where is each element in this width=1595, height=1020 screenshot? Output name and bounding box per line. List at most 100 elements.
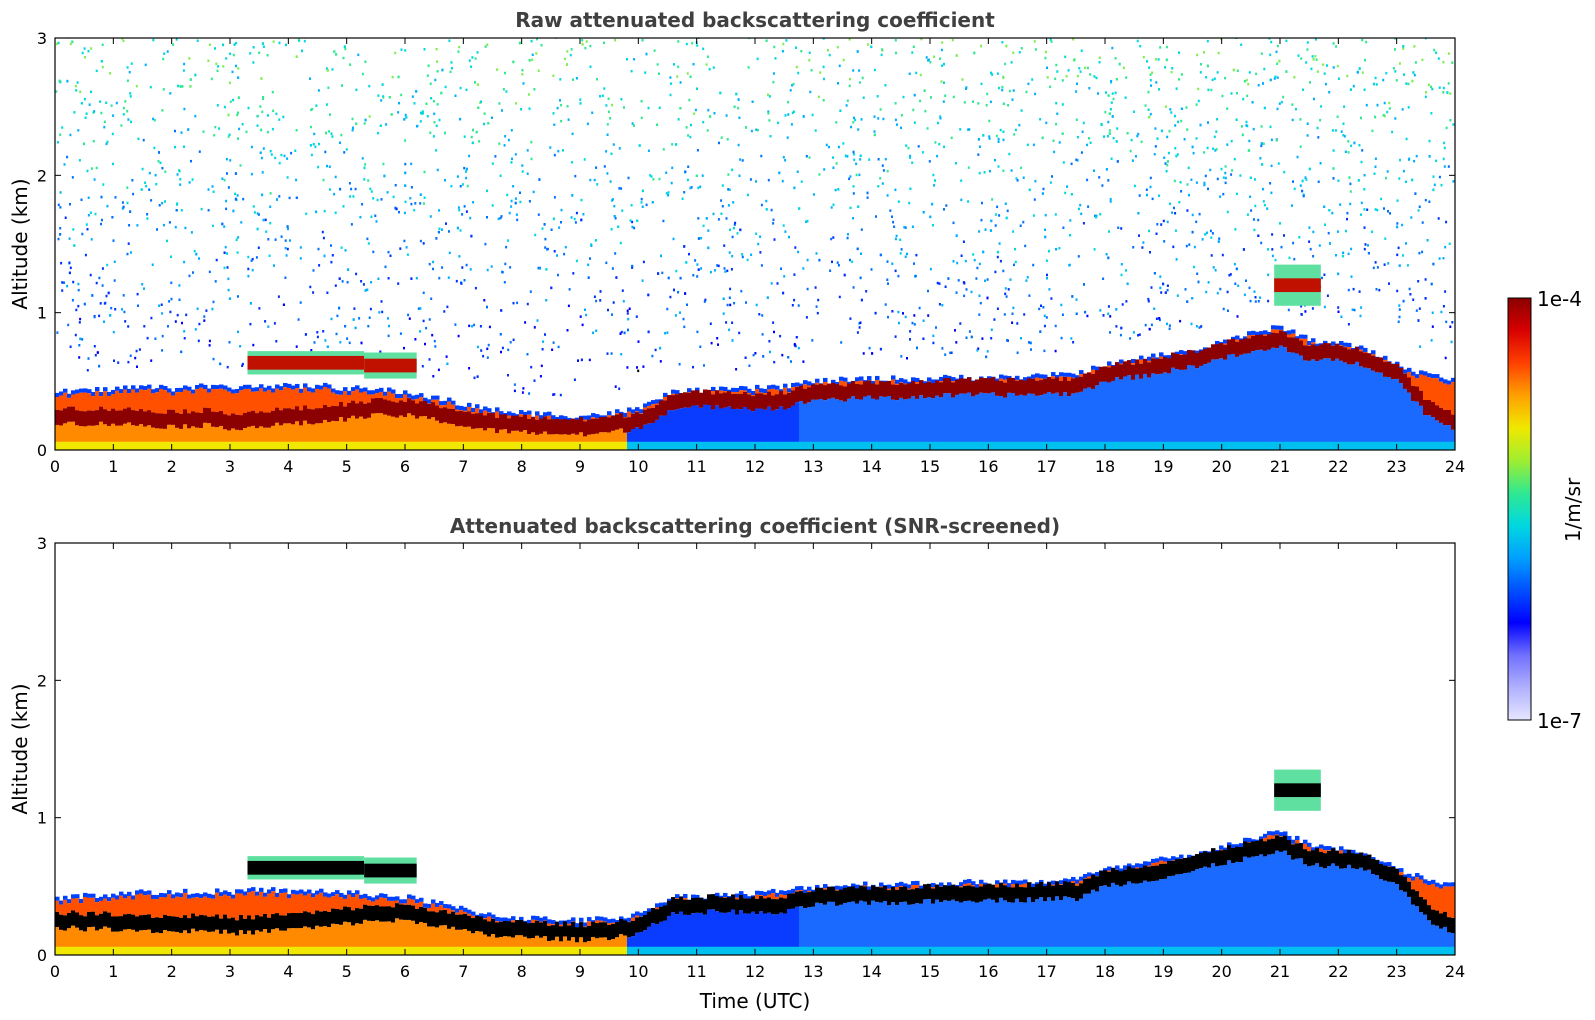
profile-column — [87, 389, 92, 450]
noise-pixel — [1329, 25, 1331, 28]
surface-layer — [1023, 441, 1028, 450]
noise-pixel — [1242, 248, 1245, 251]
noise-pixel — [932, 341, 935, 345]
noise-pixel — [1102, 314, 1105, 317]
noise-pixel — [1018, 123, 1021, 127]
noise-pixel — [422, 242, 425, 245]
noise-pixel — [130, 120, 132, 124]
noise-pixel — [709, 322, 712, 325]
profile-column — [435, 395, 440, 450]
noise-pixel — [1060, 26, 1062, 29]
noise-pixel — [1230, 139, 1233, 143]
noise-pixel — [984, 228, 987, 231]
noise-pixel — [154, 173, 157, 177]
layer-edge — [1147, 360, 1152, 363]
layer-edge — [647, 405, 652, 409]
peak-band — [1131, 364, 1136, 380]
noise-pixel — [1401, 108, 1404, 111]
noise-pixel — [678, 363, 681, 366]
noise-pixel — [1170, 70, 1173, 74]
noise-pixel — [560, 208, 563, 212]
layer-edge — [635, 407, 640, 412]
layer-edge — [415, 394, 420, 399]
peak-band — [175, 412, 180, 428]
layer-edge — [671, 389, 676, 394]
noise-pixel — [1222, 176, 1225, 179]
surface-layer — [447, 441, 452, 450]
noise-pixel — [1073, 58, 1076, 61]
noise-pixel — [760, 154, 763, 158]
peak-band — [1007, 377, 1012, 393]
profile-column — [427, 399, 432, 450]
noise-pixel — [758, 313, 761, 316]
noise-pixel — [943, 62, 945, 66]
profile-column — [135, 388, 140, 450]
layer-edge — [347, 394, 352, 403]
noise-pixel — [1226, 107, 1229, 110]
layer-edge — [615, 409, 620, 414]
surface-layer — [923, 441, 928, 450]
noise-pixel — [161, 349, 164, 352]
peak-band — [587, 419, 592, 435]
noise-pixel — [151, 18, 153, 21]
layer-edge — [899, 382, 904, 383]
noise-pixel — [1023, 313, 1026, 316]
noise-pixel — [359, 215, 362, 219]
noise-pixel — [490, 265, 493, 268]
noise-pixel — [1208, 20, 1210, 23]
layer-edge — [263, 387, 268, 392]
layer-edge — [1079, 370, 1084, 375]
noise-pixel — [343, 45, 346, 48]
noise-pixel — [94, 354, 97, 357]
noise-pixel — [1398, 62, 1401, 65]
noise-pixel — [1424, 95, 1427, 99]
layer-edge — [203, 389, 208, 408]
noise-pixel — [1447, 52, 1450, 55]
layer-edge — [999, 378, 1004, 381]
noise-pixel — [269, 192, 272, 195]
peak-band — [931, 383, 936, 399]
surface-layer — [663, 441, 668, 450]
noise-pixel — [155, 31, 157, 33]
noise-pixel — [991, 73, 994, 76]
noise-pixel — [1421, 58, 1424, 62]
noise-pixel — [135, 349, 138, 353]
noise-pixel — [179, 183, 182, 186]
noise-pixel — [1022, 176, 1025, 179]
layer-edge — [203, 384, 208, 390]
noise-pixel — [66, 79, 69, 83]
lower-layer — [911, 396, 916, 450]
peak-band — [275, 407, 280, 423]
noise-pixel — [741, 255, 744, 259]
layer-edge — [171, 395, 176, 410]
surface-layer — [99, 441, 104, 450]
noise-pixel — [687, 134, 690, 137]
noise-pixel — [1219, 195, 1222, 198]
noise-pixel — [750, 253, 753, 256]
noise-pixel — [571, 194, 574, 197]
noise-pixel — [1363, 28, 1365, 31]
noise-pixel — [810, 69, 813, 72]
noise-pixel — [941, 304, 944, 307]
noise-pixel — [1151, 197, 1154, 201]
noise-pixel — [178, 169, 181, 173]
surface-layer — [787, 441, 792, 450]
profile-column — [251, 387, 256, 450]
noise-pixel — [860, 252, 862, 255]
surface-layer — [731, 441, 736, 450]
noise-pixel — [1147, 300, 1150, 303]
lower-layer — [635, 427, 640, 450]
lower-layer — [495, 433, 500, 450]
noise-pixel — [112, 239, 115, 242]
profile-column — [907, 381, 912, 450]
noise-pixel — [1216, 177, 1219, 181]
noise-pixel — [1425, 18, 1427, 21]
noise-pixel — [741, 159, 744, 162]
lower-layer — [359, 416, 364, 450]
noise-pixel — [1082, 222, 1085, 225]
lower-layer — [883, 396, 888, 450]
noise-pixel — [347, 268, 350, 271]
noise-pixel — [322, 178, 325, 182]
peak-band — [631, 413, 636, 430]
noise-pixel — [1058, 141, 1061, 144]
